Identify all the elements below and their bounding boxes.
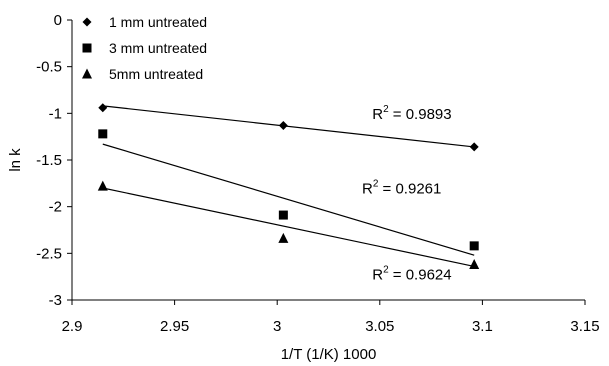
y-tick-label: 0 xyxy=(54,12,62,29)
y-tick-label: -2.5 xyxy=(36,245,62,262)
y-tick-label: -0.5 xyxy=(36,59,62,76)
axes: 0 -0.5 -1 -1.5 -2 -2.5 -32.9 2.95 3 3.05 3.1 3.15 xyxy=(36,12,599,335)
y-tick-label: -1 xyxy=(49,105,62,122)
data-point-square xyxy=(469,241,479,251)
legend-label: 1 mm untreated xyxy=(109,14,207,30)
legend-label: 3 mm untreated xyxy=(109,40,207,56)
trendline xyxy=(102,105,475,148)
legend-marker-square xyxy=(82,43,92,53)
data-points xyxy=(97,103,480,270)
x-tick-label: 2.9 xyxy=(62,318,83,335)
trendlines xyxy=(102,105,475,267)
x-tick-label: 3.1 xyxy=(472,318,493,335)
data-point-square xyxy=(278,210,288,220)
r-squared-label: R2 = 0.9261 xyxy=(362,179,441,198)
data-point-diamond xyxy=(278,120,288,130)
r-squared-label: R2 = 0.9624 xyxy=(372,264,451,283)
data-point-square xyxy=(98,129,108,139)
x-tick-label: 3 xyxy=(273,318,281,335)
legend: 1 mm untreated 3 mm untreated 5mm untreate… xyxy=(82,14,207,82)
y-tick-label: -2 xyxy=(49,199,62,216)
data-point-diamond xyxy=(98,103,108,113)
annotations: R2 = 0.9893 R2 = 0.9261 R2 = 0.9624 xyxy=(362,104,452,284)
trendline xyxy=(102,143,475,256)
data-point-triangle xyxy=(278,232,289,243)
x-tick-label: 3.15 xyxy=(570,318,599,335)
y-tick-label: -3 xyxy=(49,292,62,309)
r-squared-label: R2 = 0.9893 xyxy=(372,104,451,123)
x-tick-label: 2.95 xyxy=(160,318,189,335)
x-tick-label: 3.05 xyxy=(365,318,394,335)
data-point-triangle xyxy=(97,180,108,191)
trendline xyxy=(102,187,475,267)
x-axis-label: 1/T (1/K) 1000 xyxy=(281,346,377,363)
y-axis-label: ln k xyxy=(7,148,24,172)
legend-label: 5mm untreated xyxy=(109,66,203,82)
data-point-triangle xyxy=(469,259,480,270)
legend-marker-triangle xyxy=(82,68,92,79)
data-point-diamond xyxy=(469,142,479,152)
y-tick-label: -1.5 xyxy=(36,152,62,169)
legend-marker-diamond xyxy=(82,17,92,27)
